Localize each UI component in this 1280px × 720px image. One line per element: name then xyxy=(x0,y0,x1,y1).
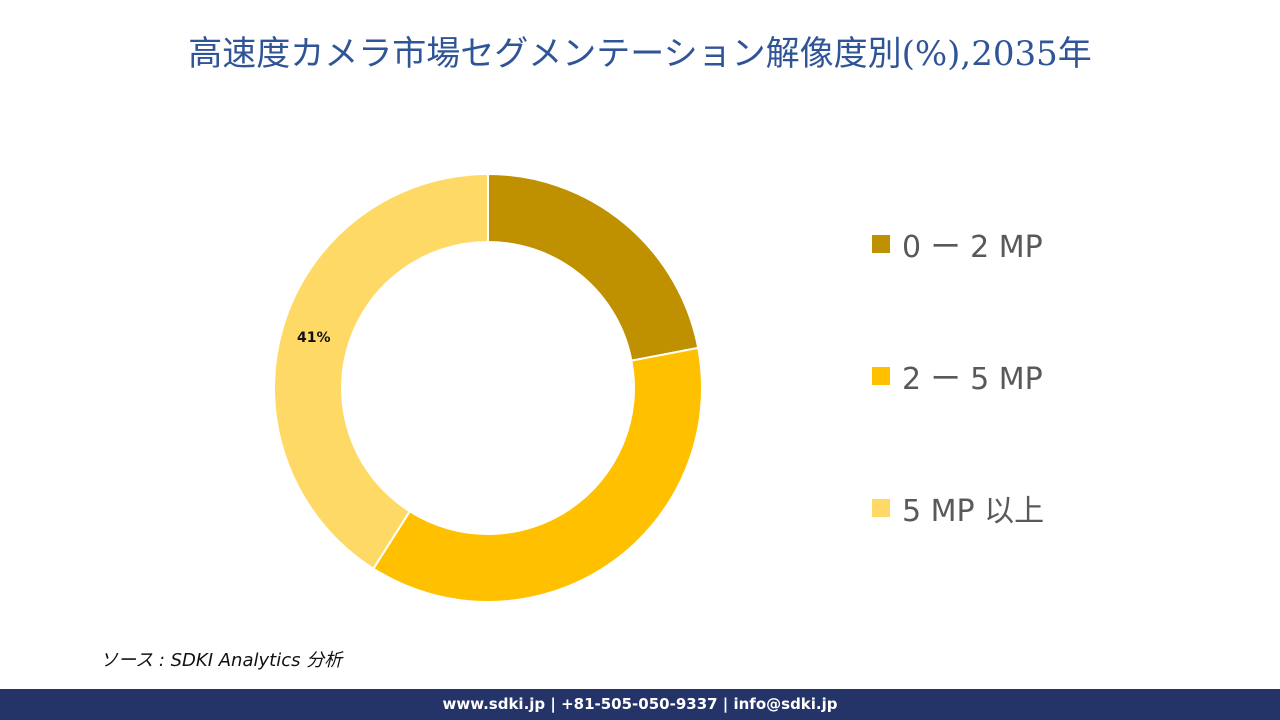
legend-item-0-2mp: 0 ー 2 MP xyxy=(872,222,1043,266)
legend-swatch-icon xyxy=(872,499,890,517)
legend-label: 2 ー 5 MP xyxy=(902,362,1043,397)
legend-item-2-5mp: 2 ー 5 MP xyxy=(872,354,1043,398)
source-note: ソース : SDKI Analytics 分析 xyxy=(100,650,343,671)
data-label-5mp-plus: 41% xyxy=(297,330,331,346)
legend-item-5mp-plus: 5 MP 以上 xyxy=(872,486,1044,530)
donut-slice-0 xyxy=(487,172,700,362)
legend-label: 0 ー 2 MP xyxy=(902,230,1043,265)
chart-title: 高速度カメラ市場セグメンテーション解像度別(%),2035年 xyxy=(188,34,1092,74)
legend-label: 5 MP 以上 xyxy=(902,494,1045,529)
legend-swatch-icon xyxy=(872,235,890,253)
legend-swatch-icon xyxy=(872,367,890,385)
donut-slice-1 xyxy=(371,346,703,603)
donut-slices xyxy=(273,172,703,603)
donut-slice-2 xyxy=(273,172,489,571)
footer-contact: www.sdki.jp | +81-505-050-9337 | info@sd… xyxy=(0,689,1280,720)
